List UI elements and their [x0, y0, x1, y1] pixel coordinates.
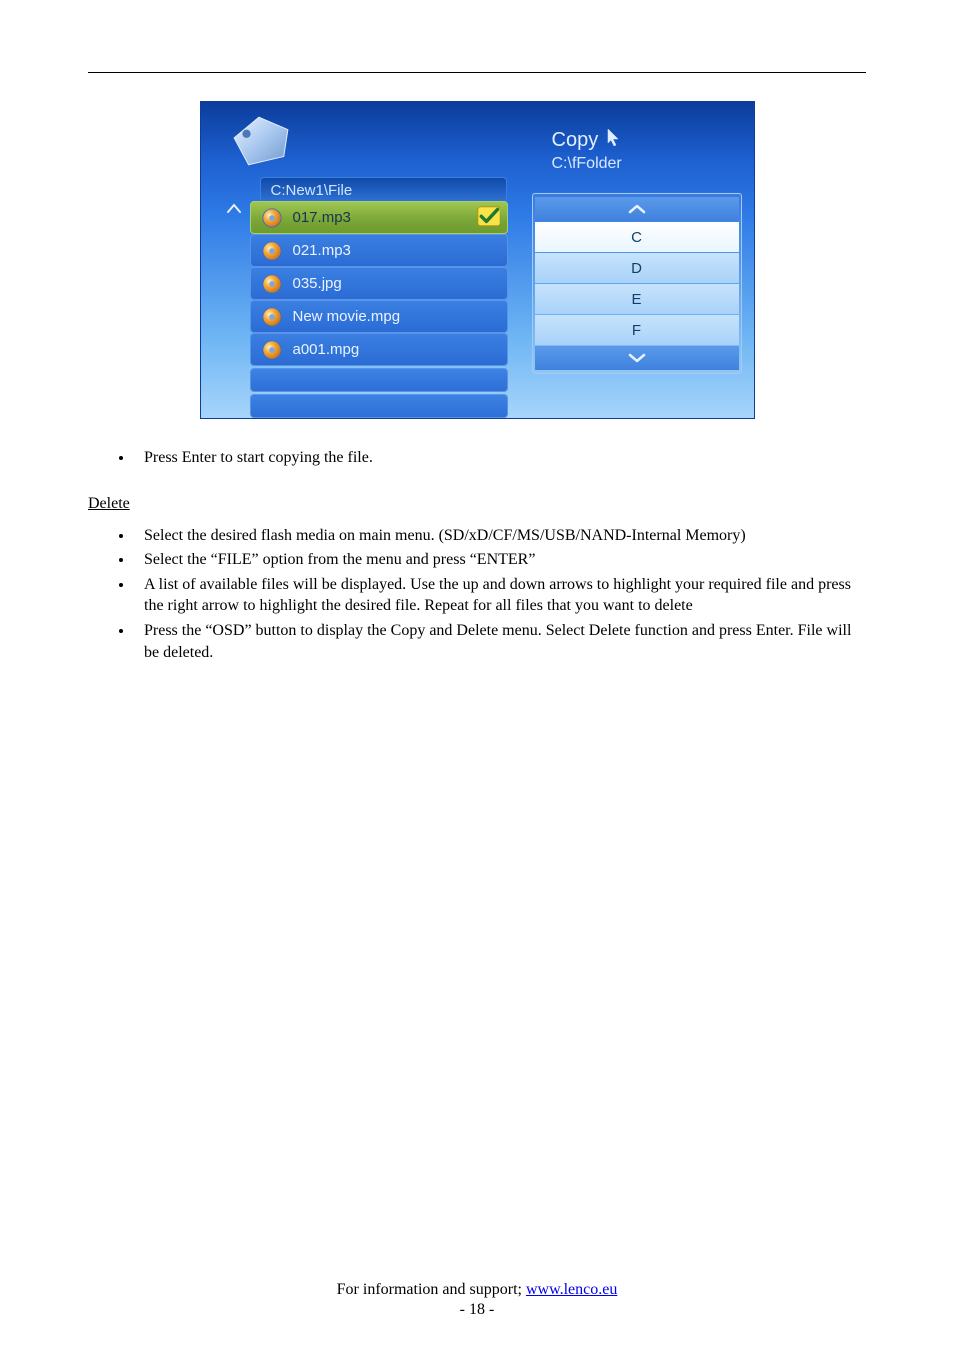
delete-bullets: Select the desired flash media on main m… — [134, 525, 866, 664]
file-row[interactable]: 017.mp3 — [250, 201, 508, 234]
path-bar: C:New1\File — [260, 177, 507, 203]
post-image-bullets: Press Enter to start copying the file. — [134, 447, 866, 469]
file-row[interactable]: 021.mp3 — [250, 234, 508, 267]
cursor-icon — [606, 127, 620, 153]
file-list: 017.mp3 021.mp3 035.jpg New movie.mpg a001.m… — [250, 201, 508, 418]
disc-icon — [261, 273, 283, 295]
file-name: 035.jpg — [293, 275, 507, 292]
page-number: - 18 - — [0, 1301, 954, 1319]
empty-row — [250, 394, 508, 418]
copy-dialog-screenshot: C:New1\File 017.mp3 021.mp3 035.jpg New mov… — [200, 101, 755, 419]
screenshot-figure: C:New1\File 017.mp3 021.mp3 035.jpg New mov… — [88, 101, 866, 419]
path-text: C:New1\File — [271, 182, 353, 199]
delete-bullet: Select the desired flash media on main m… — [134, 525, 866, 547]
empty-row — [250, 368, 508, 392]
file-name: 017.mp3 — [293, 209, 507, 226]
file-name: 021.mp3 — [293, 242, 507, 259]
delete-bullet: Press the “OSD” button to display the Co… — [134, 620, 866, 663]
drive-row[interactable]: E — [535, 284, 739, 314]
scroll-up-marker — [226, 201, 242, 217]
check-icon — [477, 206, 501, 228]
page-footer: For information and support; www.lenco.e… — [0, 1281, 954, 1319]
disc-icon — [261, 240, 283, 262]
drive-row[interactable]: C — [535, 222, 739, 252]
copy-title: Copy — [552, 127, 621, 153]
disc-icon — [261, 306, 283, 328]
drive-row[interactable]: D — [535, 253, 739, 283]
delete-bullet: A list of available files will be displa… — [134, 574, 866, 617]
drive-scroll-up[interactable] — [535, 197, 739, 221]
top-rule — [88, 72, 866, 73]
footer-link[interactable]: www.lenco.eu — [526, 1281, 617, 1298]
copy-destination: C:\fFolder — [552, 155, 622, 173]
file-name: a001.mpg — [293, 341, 507, 358]
footer-text: For information and support; — [337, 1281, 526, 1298]
bullet-press-enter: Press Enter to start copying the file. — [134, 447, 866, 469]
copy-label: Copy — [552, 129, 599, 152]
drive-row[interactable]: F — [535, 315, 739, 345]
file-row[interactable]: 035.jpg — [250, 267, 508, 300]
file-name: New movie.mpg — [293, 308, 507, 325]
delete-bullet: Select the “FILE” option from the menu a… — [134, 549, 866, 571]
file-row[interactable]: New movie.mpg — [250, 300, 508, 333]
tag-icon — [230, 115, 292, 167]
disc-icon — [261, 207, 283, 229]
drive-panel: CDEF — [532, 193, 742, 374]
file-row[interactable]: a001.mpg — [250, 333, 508, 366]
delete-heading: Delete — [88, 495, 866, 513]
disc-icon — [261, 339, 283, 361]
drive-scroll-down[interactable] — [535, 346, 739, 370]
